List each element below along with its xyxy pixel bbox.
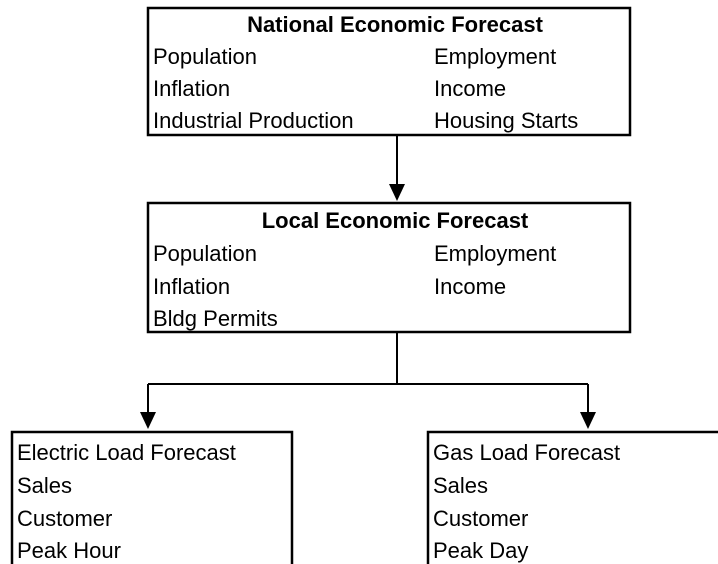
node-item: Peak Hour [17,538,121,563]
node-title: Gas Load Forecast [433,440,620,465]
node-item: Sales [17,473,72,498]
node-item: Housing Starts [434,108,578,133]
node-item: Industrial Production [153,108,354,133]
node-box [146,6,632,137]
node-item: Customer [17,506,112,531]
node-item: Employment [434,241,556,266]
node-box [146,201,632,334]
arrow-head [140,412,156,429]
node-item: Employment [434,44,556,69]
node-item: Income [434,274,506,299]
node-item: Inflation [153,274,230,299]
node-item: Population [153,241,257,266]
node-title: Local Economic Forecast [262,208,529,233]
node-item: Inflation [153,76,230,101]
node-item: Bldg Permits [153,306,278,331]
arrow-head [389,184,405,201]
node-item: Population [153,44,257,69]
node-item: Income [434,76,506,101]
node-box [10,430,294,564]
node-title: Electric Load Forecast [17,440,236,465]
arrow-head [580,412,596,429]
node-item: Sales [433,473,488,498]
node-item: Customer [433,506,528,531]
node-box [426,430,718,564]
node-title: National Economic Forecast [247,12,544,37]
node-item: Peak Day [433,538,528,563]
